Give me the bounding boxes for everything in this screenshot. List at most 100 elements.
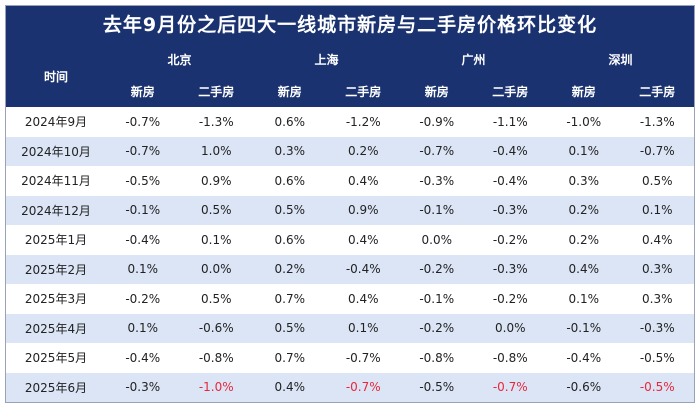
value-cell: 0.2% <box>253 254 327 284</box>
value-cell: -0.4% <box>473 136 547 166</box>
sub-header-second-hand: 二手房 <box>326 76 400 107</box>
sub-header-second-hand: 二手房 <box>179 76 253 107</box>
table-row: 2024年12月 -0.1% 0.5% 0.5% 0.9% -0.1% -0.3% 0.2% 0… <box>6 195 694 225</box>
time-cell: 2024年11月 <box>6 166 106 196</box>
value-cell: -0.1% <box>400 195 474 225</box>
value-cell: -0.5% <box>400 372 474 402</box>
value-cell: 0.4% <box>547 254 621 284</box>
city-header-shenzhen: 深圳 <box>547 45 694 76</box>
value-cell: 0.1% <box>620 195 694 225</box>
value-cell: 0.4% <box>326 225 400 255</box>
sub-header-new: 新房 <box>106 76 180 107</box>
value-cell: -1.0% <box>547 107 621 137</box>
value-cell: -0.3% <box>400 166 474 196</box>
value-cell: 0.1% <box>179 225 253 255</box>
sub-header-new: 新房 <box>253 76 327 107</box>
value-cell: 0.2% <box>326 136 400 166</box>
value-cell: 0.6% <box>253 166 327 196</box>
table-row: 2025年2月 0.1% 0.0% 0.2% -0.4% -0.2% -0.3% 0.4% 0.… <box>6 254 694 284</box>
value-cell: 0.4% <box>326 166 400 196</box>
value-cell: 0.7% <box>253 343 327 373</box>
value-cell: 0.0% <box>400 225 474 255</box>
value-cell: -0.4% <box>547 343 621 373</box>
time-cell: 2024年9月 <box>6 107 106 137</box>
table-row: 2024年9月 -0.7% -1.3% 0.6% -1.2% -0.9% -1.1% -1.0… <box>6 107 694 137</box>
value-cell: 0.0% <box>473 313 547 343</box>
value-cell: -1.3% <box>620 107 694 137</box>
city-header-shanghai: 上海 <box>253 45 400 76</box>
value-cell: -0.1% <box>106 195 180 225</box>
time-cell: 2025年2月 <box>6 254 106 284</box>
value-cell: -0.8% <box>179 343 253 373</box>
value-cell: -0.7% <box>400 136 474 166</box>
value-cell: 0.5% <box>253 313 327 343</box>
value-cell: 0.6% <box>253 225 327 255</box>
value-cell: -0.3% <box>473 195 547 225</box>
table-title: 去年9月份之后四大一线城市新房与二手房价格环比变化 <box>6 6 694 45</box>
time-cell: 2025年3月 <box>6 284 106 314</box>
value-cell: -0.5% <box>106 166 180 196</box>
value-cell: 0.2% <box>547 195 621 225</box>
city-header-guangzhou: 广州 <box>400 45 547 76</box>
sub-header-second-hand: 二手房 <box>620 76 694 107</box>
value-cell: 0.4% <box>253 372 327 402</box>
time-header: 时间 <box>6 45 106 107</box>
value-cell: -0.6% <box>179 313 253 343</box>
time-cell: 2024年10月 <box>6 136 106 166</box>
value-cell: -0.2% <box>400 254 474 284</box>
value-cell: 0.9% <box>326 195 400 225</box>
value-cell: 0.3% <box>620 254 694 284</box>
value-cell: 0.5% <box>179 195 253 225</box>
value-cell: -0.7% <box>326 372 400 402</box>
value-cell: 0.0% <box>179 254 253 284</box>
table-body: 2024年9月 -0.7% -1.3% 0.6% -1.2% -0.9% -1.1% -1.0… <box>6 107 694 402</box>
value-cell: -0.4% <box>106 225 180 255</box>
table-row: 2024年11月 -0.5% 0.9% 0.6% 0.4% -0.3% -0.4% 0.3% 0… <box>6 166 694 196</box>
value-cell: -0.3% <box>620 313 694 343</box>
value-cell: -0.9% <box>400 107 474 137</box>
value-cell: -1.2% <box>326 107 400 137</box>
value-cell: 0.1% <box>106 313 180 343</box>
value-cell: -0.7% <box>473 372 547 402</box>
value-cell: -1.3% <box>179 107 253 137</box>
value-cell: 0.1% <box>547 136 621 166</box>
value-cell: -0.8% <box>473 343 547 373</box>
price-change-table: 时间 北京 上海 广州 深圳 新房 二手房 新房 二手房 新房 二手房 新房 二… <box>6 45 694 402</box>
value-cell: 0.6% <box>253 107 327 137</box>
sub-header-new: 新房 <box>400 76 474 107</box>
value-cell: -0.3% <box>473 254 547 284</box>
price-change-table-card: 去年9月份之后四大一线城市新房与二手房价格环比变化 时间 北京 上海 广州 深圳… <box>5 5 695 403</box>
value-cell: 0.3% <box>547 166 621 196</box>
value-cell: 0.5% <box>253 195 327 225</box>
value-cell: -0.7% <box>326 343 400 373</box>
value-cell: -0.2% <box>473 284 547 314</box>
value-cell: 0.1% <box>326 313 400 343</box>
table-row: 2025年4月 0.1% -0.6% 0.5% 0.1% -0.2% 0.0% -0.1% -0… <box>6 313 694 343</box>
table-row: 2025年6月 -0.3% -1.0% 0.4% -0.7% -0.5% -0.7% -0.6… <box>6 372 694 402</box>
value-cell: -0.7% <box>106 107 180 137</box>
value-cell: 0.1% <box>106 254 180 284</box>
table-row: 2025年1月 -0.4% 0.1% 0.6% 0.4% 0.0% -0.2% 0.2% 0.4… <box>6 225 694 255</box>
value-cell: -0.6% <box>547 372 621 402</box>
value-cell: -0.4% <box>106 343 180 373</box>
value-cell: 0.4% <box>326 284 400 314</box>
value-cell: -0.2% <box>106 284 180 314</box>
value-cell: 0.7% <box>253 284 327 314</box>
sub-header-new: 新房 <box>547 76 621 107</box>
time-cell: 2025年5月 <box>6 343 106 373</box>
time-cell: 2025年4月 <box>6 313 106 343</box>
value-cell: 1.0% <box>179 136 253 166</box>
value-cell: -0.7% <box>106 136 180 166</box>
value-cell: -0.1% <box>400 284 474 314</box>
table-row: 2025年5月 -0.4% -0.8% 0.7% -0.7% -0.8% -0.8% -0.4… <box>6 343 694 373</box>
value-cell: -0.5% <box>620 372 694 402</box>
value-cell: -0.2% <box>473 225 547 255</box>
value-cell: -1.1% <box>473 107 547 137</box>
value-cell: -0.7% <box>620 136 694 166</box>
value-cell: -0.2% <box>400 313 474 343</box>
value-cell: -0.4% <box>326 254 400 284</box>
value-cell: 0.1% <box>547 284 621 314</box>
value-cell: -0.8% <box>400 343 474 373</box>
value-cell: 0.3% <box>620 284 694 314</box>
time-cell: 2025年1月 <box>6 225 106 255</box>
